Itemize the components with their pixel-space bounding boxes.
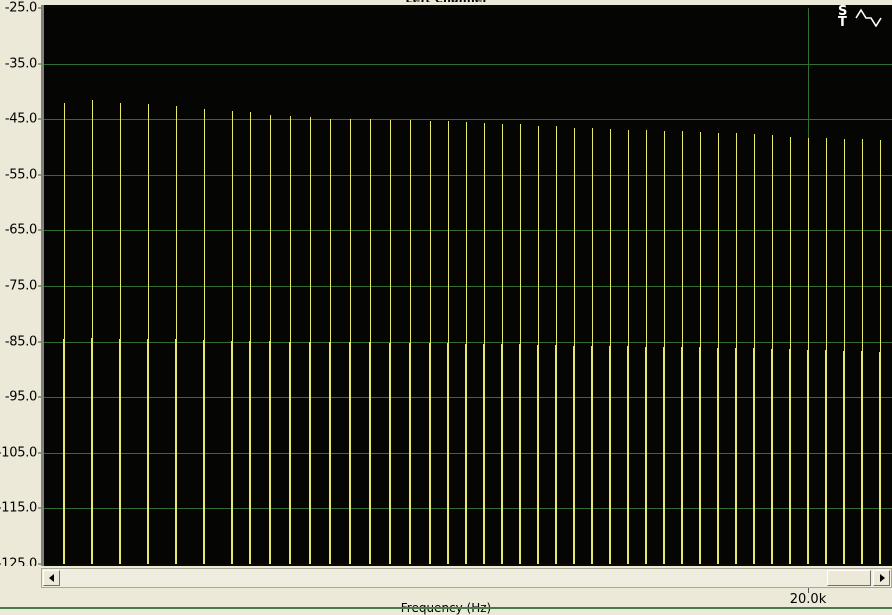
horizontal-gridline: [44, 397, 892, 398]
y-tick-label: -75.0: [4, 278, 37, 294]
y-tick-label: -25.0: [4, 0, 37, 16]
spectrum-line-peak: [310, 116, 311, 564]
spectrum-line-peak: [862, 139, 863, 564]
y-tick-label: -85.0: [4, 334, 37, 350]
spectrum-line-peak: [664, 130, 665, 564]
spectrum-line-peak: [844, 138, 845, 564]
spectrum-line-peak: [232, 111, 233, 564]
spectrum-plot-area[interactable]: [44, 8, 892, 564]
scroll-left-button[interactable]: [43, 570, 60, 586]
horizontal-gridline: [44, 342, 892, 343]
spectrum-line-peak: [120, 102, 121, 564]
spectrum-line-peak: [350, 119, 351, 564]
spectrum-line-peak: [370, 119, 371, 564]
horizontal-gridline: [44, 508, 892, 509]
spectrum-line-peak: [390, 119, 391, 564]
spectrum-line-peak: [754, 133, 755, 564]
spectrum-line-peak: [610, 129, 611, 564]
spectrum-line-peak: [880, 139, 881, 564]
spectrum-line-peak: [148, 104, 149, 564]
horizontal-gridline: [44, 230, 892, 231]
spectrum-line-peak: [790, 137, 791, 564]
spectrum-line-peak: [808, 138, 809, 564]
left-arrow-icon: [48, 574, 54, 582]
y-tick-label: -95.0: [4, 389, 37, 405]
spectrum-line-peak: [700, 132, 701, 564]
right-arrow-icon: [879, 574, 885, 582]
sine-wave-icon: [855, 8, 882, 27]
spectrum-line-peak: [176, 105, 177, 564]
spectrum-line-peak: [520, 124, 521, 564]
y-tick-mark: [38, 7, 43, 9]
spectrum-line-peak: [290, 115, 291, 564]
spectrum-line-peak: [556, 126, 557, 564]
scroll-right-button[interactable]: [873, 570, 890, 586]
scrollbar-thumb[interactable]: [827, 570, 871, 586]
y-tick-label: -115.0: [0, 500, 37, 516]
y-axis: -25.0 -35.0 -45.0 -55.0 -65.0 -75.0 -85.0 -95.0…: [0, 0, 43, 572]
brand-text: S T: [838, 4, 848, 30]
y-tick-mark: [38, 229, 43, 231]
spectrum-line-peak: [484, 122, 485, 564]
spectrum-line-peak: [682, 131, 683, 564]
spectrum-line-peak: [592, 128, 593, 564]
footer-rule: [0, 607, 892, 609]
x-tick-label: 20.0k: [789, 592, 827, 607]
chart-title: Left Channel: [0, 0, 892, 2]
spectrum-line-peak: [628, 129, 629, 564]
spectrum-line-peak: [646, 130, 647, 564]
spectrum-line-peak: [64, 102, 65, 564]
spectrum-line-peak: [826, 137, 827, 564]
y-tick-label: -55.0: [4, 167, 37, 183]
spectrum-line-peak: [204, 109, 205, 564]
y-tick-mark: [38, 396, 43, 398]
spectrum-line-peak: [466, 121, 467, 564]
spectrum-line-peak: [502, 123, 503, 564]
spectrum-line-peak: [270, 114, 271, 564]
y-tick-label: -65.0: [4, 222, 37, 238]
y-tick-mark: [38, 452, 43, 454]
brand-line-2: T: [838, 15, 847, 30]
horizontal-gridline: [44, 64, 892, 65]
spectrum-line-peak: [430, 120, 431, 564]
y-tick-label: -35.0: [4, 56, 37, 72]
y-tick-label: -105.0: [0, 445, 37, 461]
horizontal-gridline: [44, 119, 892, 120]
y-tick-mark: [38, 507, 43, 509]
spectrum-line-peak: [736, 133, 737, 564]
y-tick-mark: [38, 285, 43, 287]
y-tick-mark: [38, 118, 43, 120]
horizontal-gridline: [44, 175, 892, 176]
y-tick-label: -45.0: [4, 111, 37, 127]
brand-logo: S T: [836, 4, 884, 34]
horizontal-gridline: [44, 286, 892, 287]
horizontal-gridline: [44, 453, 892, 454]
spectrum-line-peak: [538, 125, 539, 564]
horizontal-scrollbar[interactable]: [41, 568, 892, 588]
y-tick-mark: [38, 563, 43, 565]
spectrum-line-peak: [772, 135, 773, 564]
spectrum-line-peak: [574, 127, 575, 564]
spectrum-line-peak: [330, 118, 331, 564]
x-tick-mark: [808, 588, 809, 593]
spectrum-line-peak: [448, 121, 449, 564]
y-tick-mark: [38, 63, 43, 65]
y-tick-mark: [38, 174, 43, 176]
bottom-panel: 20.0k Frequency (Hz): [0, 566, 892, 615]
spectrum-line-peak: [410, 120, 411, 564]
spectrum-line-peak: [92, 100, 93, 564]
spectrum-line-peak: [718, 132, 719, 564]
y-tick-mark: [38, 341, 43, 343]
brand-line-1: S: [838, 4, 848, 19]
spectrum-line-peak: [250, 111, 251, 564]
